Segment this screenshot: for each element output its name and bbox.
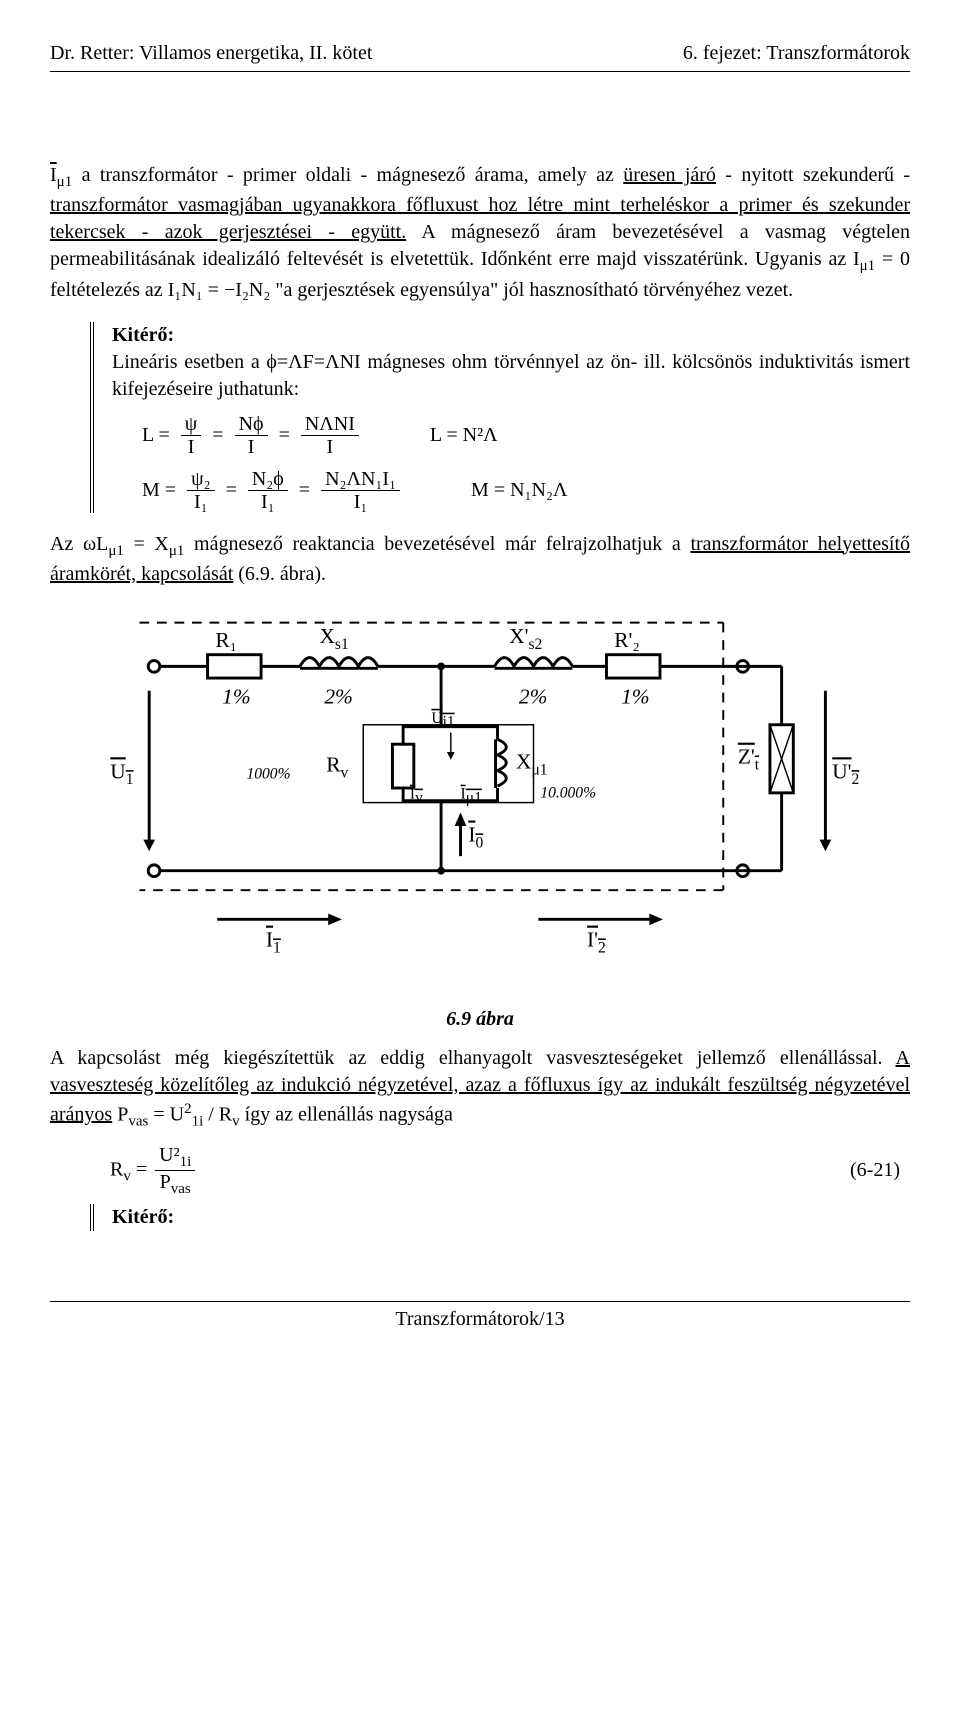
eq-sign: =	[279, 422, 290, 449]
svg-text:U1: U1	[110, 759, 133, 788]
text: feltételezés az	[50, 279, 168, 301]
num: NΛNI	[301, 413, 359, 436]
den: P	[160, 1171, 171, 1193]
svg-text:1000%: 1000%	[246, 765, 290, 782]
sub: μ1	[860, 258, 876, 274]
aside-title: Kitérő:	[112, 322, 910, 349]
den: I	[244, 436, 259, 458]
equation-6-21: Rv = U²1i Pvas (6-21)	[110, 1144, 910, 1198]
sub: 1i	[180, 1154, 192, 1170]
sub-mu1: μ1	[57, 174, 73, 190]
den: I	[184, 436, 199, 458]
text: mágnesező reaktancia bevezetésével már f…	[184, 533, 690, 555]
lhs: L =	[142, 422, 170, 449]
text: így az ellenállás nagysága	[240, 1103, 453, 1125]
svg-text:1%: 1%	[621, 684, 650, 708]
sub: v	[123, 1168, 131, 1184]
header-right: 6. fejezet: Transzformátorok	[683, 40, 910, 67]
page-header: Dr. Retter: Villamos energetika, II. köt…	[50, 40, 910, 72]
num: N₂ϕ	[248, 468, 288, 491]
svg-text:Iμ1: Iμ1	[461, 785, 482, 806]
svg-text:I'2: I'2	[587, 927, 606, 956]
eq-sign: =	[212, 422, 223, 449]
text: = 0	[875, 248, 910, 270]
circuit-diagram: R₁ 1% Xs1 2% X's2 2% R'₂ 1% U1 U'2 Z't	[100, 608, 860, 968]
header-left: Dr. Retter: Villamos energetika, II. köt…	[50, 40, 372, 67]
text: a transzformátor - primer oldali - mágne…	[72, 164, 623, 186]
num: ψ	[181, 413, 202, 436]
rhs: L = N²Λ	[430, 422, 498, 449]
svg-text:Xs1: Xs1	[319, 624, 348, 653]
figure-6-9: R₁ 1% Xs1 2% X's2 2% R'₂ 1% U1 U'2 Z't	[50, 608, 910, 976]
svg-text:2%: 2%	[324, 684, 353, 708]
num: ψ₂	[187, 468, 215, 491]
formula-M: M = ψ₂I₁ = N₂ϕI₁ = N₂ΛN₁I₁I₁ M = N₁N₂Λ	[142, 468, 910, 513]
num: U²	[159, 1144, 179, 1166]
underline: üresen járó	[623, 164, 716, 186]
text: Az	[50, 533, 83, 555]
den: I	[323, 436, 338, 458]
text: / R	[203, 1103, 232, 1125]
svg-text:1%: 1%	[222, 684, 251, 708]
eq-sign: =	[299, 477, 310, 504]
aside-block-1: Kitérő: Lineáris esetben a ϕ=ΛF=ΛNI mágn…	[90, 322, 910, 513]
text: "a gerjesztések egyensúlya" jól hasznosí…	[270, 279, 793, 301]
svg-text:Z't: Z't	[738, 744, 760, 773]
svg-text:R₁: R₁	[215, 628, 237, 652]
svg-text:Iv: Iv	[410, 785, 423, 806]
svg-text:10.000%: 10.000%	[540, 784, 596, 801]
num: Nϕ	[235, 413, 268, 436]
den: I₁	[190, 491, 212, 513]
text: P	[112, 1103, 128, 1125]
text: A kapcsolást még kiegészítettük az eddig…	[50, 1047, 896, 1069]
eq-sign: =	[226, 477, 237, 504]
paragraph-1: Iμ1 a transzformátor - primer oldali - m…	[50, 162, 910, 304]
svg-text:Rv: Rv	[326, 752, 348, 781]
sym-I: I	[50, 164, 57, 186]
num: N₂ΛN₁I₁	[321, 468, 400, 491]
svg-text:I1: I1	[266, 927, 281, 956]
text: (6.9. ábra).	[233, 563, 326, 585]
sym: I	[853, 248, 860, 270]
page-footer: Transzformátorok/13	[50, 1301, 910, 1333]
text: = U	[148, 1103, 184, 1125]
rhs: M = N₁N₂Λ	[471, 477, 567, 504]
svg-text:Xμ1: Xμ1	[516, 749, 548, 778]
equation-number: (6-21)	[850, 1157, 910, 1184]
eq-sign: =	[131, 1158, 147, 1180]
paragraph-3: A kapcsolást még kiegészítettük az eddig…	[50, 1045, 910, 1132]
eq: I₁N₁ = −I₂N₂	[168, 279, 271, 301]
sub: vas	[171, 1181, 191, 1197]
lhs: R	[110, 1158, 123, 1180]
aside-title: Kitérő:	[112, 1204, 910, 1231]
svg-text:I0: I0	[468, 822, 483, 851]
figure-caption: 6.9 ábra	[50, 1006, 910, 1033]
den: I₁	[257, 491, 279, 513]
sub: 1i	[192, 1113, 204, 1129]
sub: v	[232, 1113, 240, 1129]
den: I₁	[350, 491, 372, 513]
aside-text: Lineáris esetben a ϕ=ΛF=ΛNI mágneses ohm…	[112, 349, 910, 403]
svg-text:2%: 2%	[519, 684, 548, 708]
aside-block-2: Kitérő:	[90, 1204, 910, 1231]
text: - nyitott szekunderű -	[716, 164, 910, 186]
svg-text:X's2: X's2	[509, 624, 542, 653]
svg-text:U'2: U'2	[832, 759, 859, 788]
formula-L: L = ψI = NϕI = NΛNII L = N²Λ	[142, 413, 910, 458]
sub: vas	[128, 1113, 148, 1129]
lhs: M =	[142, 477, 176, 504]
svg-text:R'₂: R'₂	[614, 628, 640, 652]
paragraph-2: Az ωLμ1 = Xμ1 mágnesező reaktancia bevez…	[50, 531, 910, 588]
